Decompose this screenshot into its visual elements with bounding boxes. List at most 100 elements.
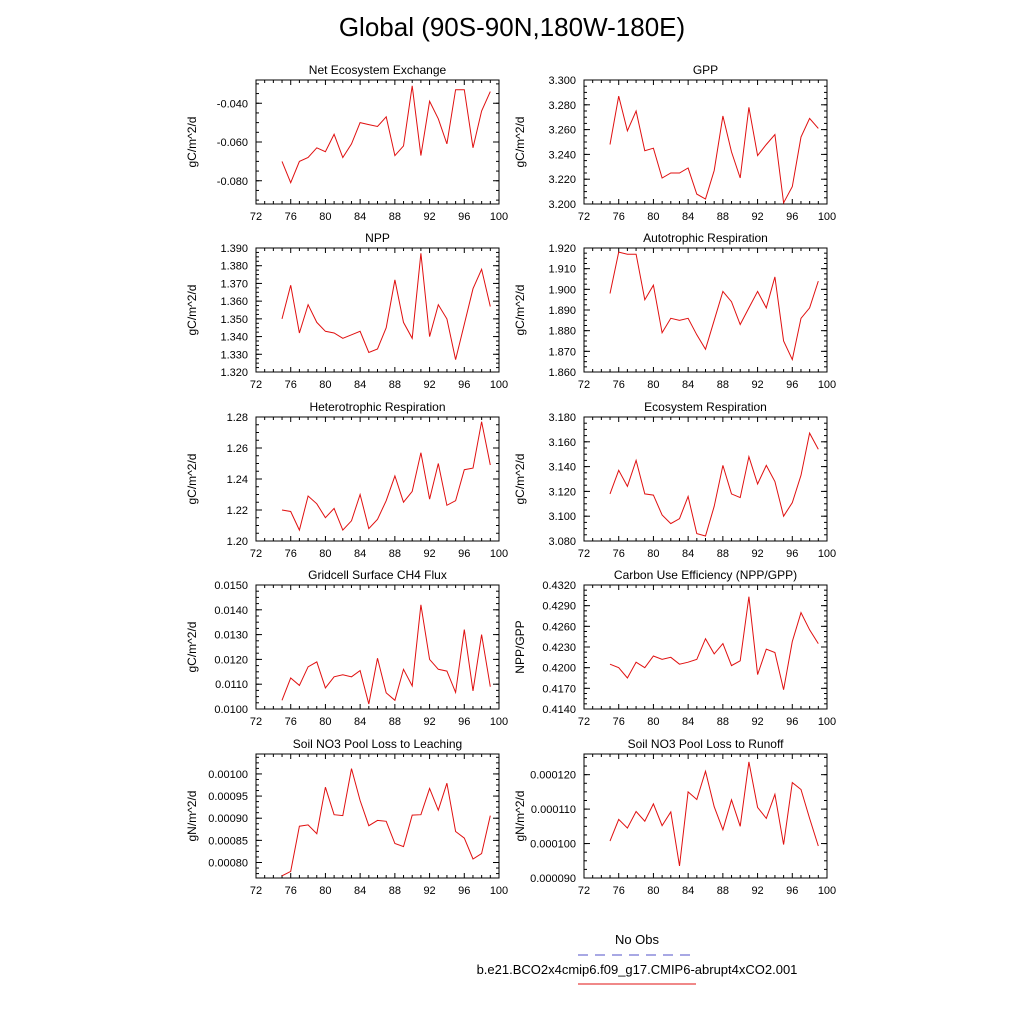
x-tick-label: 92 xyxy=(423,379,435,391)
x-tick-label: 72 xyxy=(578,885,590,897)
series-line-0 xyxy=(281,768,491,877)
x-tick-label: 100 xyxy=(818,379,836,391)
x-tick-label: 88 xyxy=(717,885,729,897)
plot-frame xyxy=(583,247,828,373)
y-axis-label: gN/m^2/d xyxy=(185,791,199,842)
x-tick-label: 100 xyxy=(818,548,836,560)
x-tick-label: 80 xyxy=(319,885,331,897)
y-tick-label: 0.00100 xyxy=(208,769,248,781)
y-tick-label: 0.4290 xyxy=(542,601,576,613)
y-tick-label: 0.000100 xyxy=(530,839,576,851)
y-tick-label: 1.880 xyxy=(548,326,576,338)
y-tick-label: 0.00090 xyxy=(208,813,248,825)
y-tick-label: 0.0130 xyxy=(214,630,248,642)
x-tick-label: 84 xyxy=(682,379,694,391)
x-tick-label: 76 xyxy=(613,716,625,728)
y-axis-label: gN/m^2/d xyxy=(513,791,527,842)
x-tick-label: 76 xyxy=(285,548,297,560)
plot-frame xyxy=(583,584,828,710)
panel-3: Autotrophic Respiration 72 76 80 84 88 92 96 100… xyxy=(513,231,836,391)
y-tick-label: 1.870 xyxy=(548,346,576,358)
x-tick-label: 76 xyxy=(613,379,625,391)
panel-9: Soil NO3 Pool Loss to Runoff 72 76 80 84 88 92… xyxy=(513,737,836,897)
plot-frame xyxy=(255,79,500,205)
x-tick-label: 88 xyxy=(389,211,401,223)
y-tick-label: 3.240 xyxy=(548,149,576,161)
x-tick-label: 88 xyxy=(389,548,401,560)
x-tick-label: 84 xyxy=(354,548,366,560)
panel-title: GPP xyxy=(693,63,718,77)
x-tick-label: 80 xyxy=(319,211,331,223)
x-tick-label: 84 xyxy=(354,379,366,391)
series-line-0 xyxy=(609,761,819,866)
y-tick-label: 0.0140 xyxy=(214,605,248,617)
x-tick-label: 72 xyxy=(250,548,262,560)
y-tick-label: 1.910 xyxy=(548,264,576,276)
x-tick-label: 88 xyxy=(717,716,729,728)
panel-7: Carbon Use Efficiency (NPP/GPP) 72 76 80 84 8… xyxy=(513,568,836,728)
x-tick-label: 80 xyxy=(647,716,659,728)
plot-frame xyxy=(255,753,500,879)
y-tick-label: 3.260 xyxy=(548,125,576,137)
y-tick-label: 0.4200 xyxy=(542,663,576,675)
x-tick-label: 72 xyxy=(250,885,262,897)
y-tick-label: 3.220 xyxy=(548,174,576,186)
x-tick-label: 80 xyxy=(647,548,659,560)
series-line-0 xyxy=(609,251,819,362)
x-tick-label: 100 xyxy=(818,211,836,223)
x-tick-label: 72 xyxy=(250,211,262,223)
x-tick-label: 76 xyxy=(613,548,625,560)
plot-frame xyxy=(255,416,500,542)
y-tick-label: 3.200 xyxy=(548,199,576,211)
y-tick-label: 1.320 xyxy=(220,367,248,379)
panel-title: Autotrophic Respiration xyxy=(643,231,768,245)
x-tick-label: 92 xyxy=(751,548,763,560)
x-tick-label: 92 xyxy=(423,211,435,223)
y-tick-label: 3.160 xyxy=(548,437,576,449)
y-tick-label: 0.4320 xyxy=(542,580,576,592)
panel-8: Soil NO3 Pool Loss to Leaching 72 76 80 84 88… xyxy=(185,737,508,897)
y-tick-label: 1.28 xyxy=(227,412,248,424)
x-tick-label: 96 xyxy=(458,548,470,560)
panel-title: Gridcell Surface CH4 Flux xyxy=(308,568,447,582)
series-line-0 xyxy=(281,85,491,185)
panel-6: Gridcell Surface CH4 Flux 72 76 80 84 88 92 96 1… xyxy=(185,568,508,728)
x-tick-label: 84 xyxy=(354,716,366,728)
y-axis-label: gC/m^2/d xyxy=(513,454,527,505)
y-tick-label: 0.0150 xyxy=(214,580,248,592)
y-tick-label: 3.180 xyxy=(548,412,576,424)
y-tick-label: 3.280 xyxy=(548,100,576,112)
y-tick-label: 0.000120 xyxy=(530,770,576,782)
x-tick-label: 100 xyxy=(818,885,836,897)
legend-case-label: b.e21.BCO2x4cmip6.f09_g17.CMIP6-abrupt4x… xyxy=(476,962,798,977)
x-tick-label: 100 xyxy=(490,211,508,223)
x-tick-label: 76 xyxy=(285,716,297,728)
panel-title: Soil NO3 Pool Loss to Leaching xyxy=(293,737,462,751)
y-axis-label: gC/m^2/d xyxy=(513,285,527,336)
y-tick-label: 3.300 xyxy=(548,75,576,87)
x-tick-label: 72 xyxy=(250,716,262,728)
y-tick-label: 0.00085 xyxy=(208,835,248,847)
x-tick-label: 72 xyxy=(578,211,590,223)
y-tick-label: 1.380 xyxy=(220,261,248,273)
plot-frame xyxy=(583,416,828,542)
x-tick-label: 96 xyxy=(458,211,470,223)
y-tick-label: 0.0110 xyxy=(215,679,248,691)
x-tick-label: 96 xyxy=(786,548,798,560)
x-tick-label: 96 xyxy=(458,885,470,897)
x-tick-label: 80 xyxy=(647,379,659,391)
x-tick-label: 92 xyxy=(423,885,435,897)
x-tick-label: 80 xyxy=(319,716,331,728)
x-tick-label: 84 xyxy=(682,716,694,728)
y-tick-label: 1.22 xyxy=(227,505,248,517)
y-tick-label: 1.350 xyxy=(220,314,248,326)
y-tick-label: 1.920 xyxy=(548,243,576,255)
x-tick-label: 96 xyxy=(786,885,798,897)
x-tick-label: 92 xyxy=(751,211,763,223)
x-tick-label: 72 xyxy=(578,548,590,560)
x-tick-label: 92 xyxy=(751,885,763,897)
x-tick-label: 80 xyxy=(647,211,659,223)
series-line-0 xyxy=(609,596,819,690)
panel-1: GPP 72 76 80 84 88 92 96 100 3.200 3.220 3.240 3.260… xyxy=(513,63,836,223)
